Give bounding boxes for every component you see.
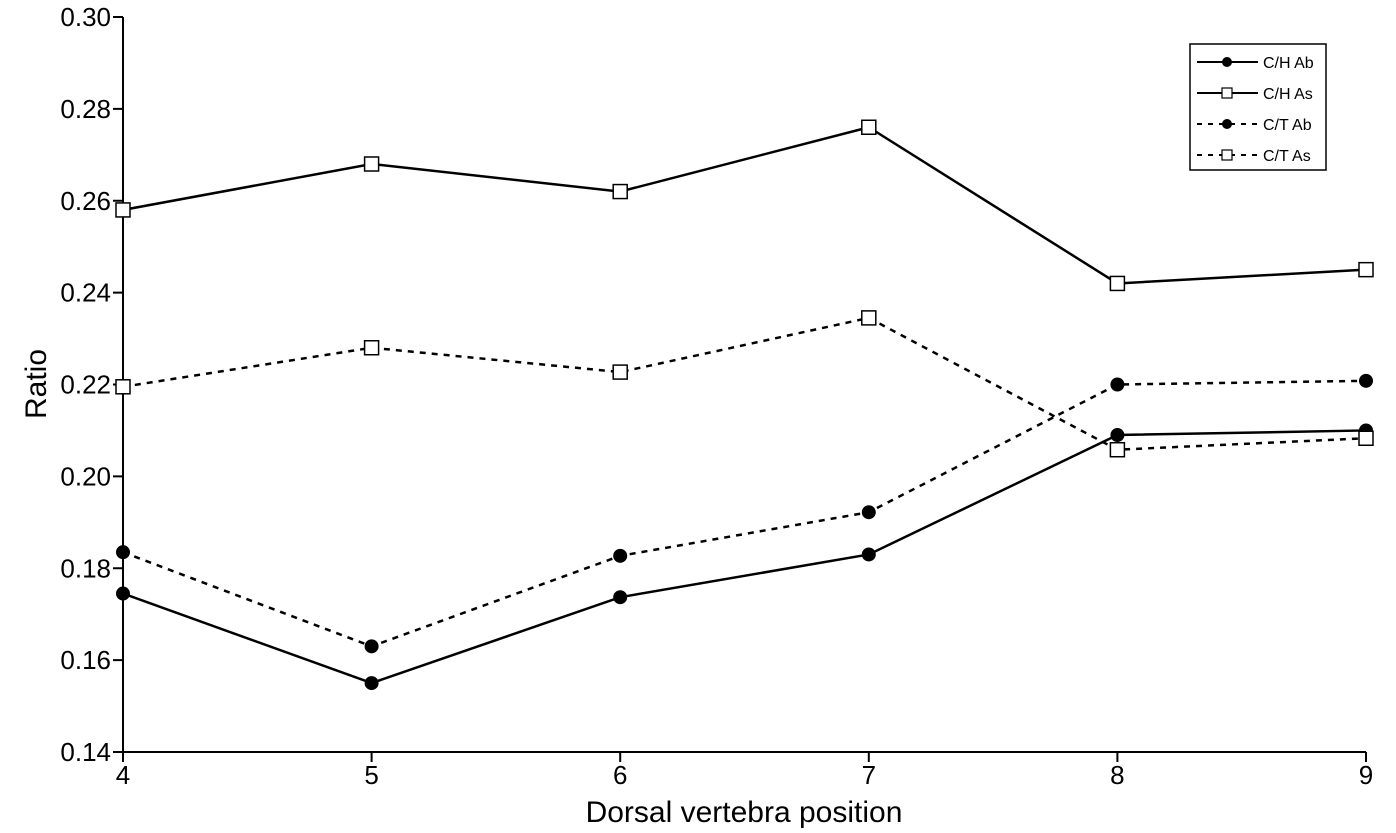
data-point (613, 548, 628, 563)
data-point (1359, 373, 1373, 388)
y-tick-label: 0.20 (60, 461, 111, 491)
legend: C/H Ab C/H As C/T Ab C/T As (1189, 43, 1327, 171)
data-point (1110, 428, 1125, 443)
data-point (1109, 441, 1126, 458)
series-0 (116, 423, 1373, 691)
x-tick-label: 6 (613, 760, 627, 790)
legend-item: C/T Ab (1197, 117, 1312, 134)
data-point (115, 379, 131, 395)
data-point (115, 202, 131, 218)
y-tick-label: 0.24 (60, 278, 111, 308)
series-line (122, 316, 1367, 451)
y-tick-label: 0.30 (60, 2, 111, 32)
series-2 (116, 373, 1373, 654)
data-point (861, 505, 876, 520)
legend-marker (1222, 119, 1232, 129)
legend-item: C/H As (1197, 86, 1313, 103)
legend-label: C/H Ab (1263, 55, 1314, 72)
legend-item: C/T As (1197, 148, 1311, 165)
data-point (116, 586, 130, 601)
series-line (122, 125, 1367, 285)
data-point (1110, 377, 1125, 392)
y-tick-label: 0.16 (60, 645, 111, 675)
y-tick-label: 0.26 (60, 186, 111, 216)
y-ticks: 0.14 0.16 0.18 0.20 0.22 0.24 0.26 0.28 0.30 (60, 2, 123, 767)
data-point (116, 545, 130, 560)
x-tick-label: 7 (862, 760, 876, 790)
data-point (861, 310, 877, 326)
legend-label: C/T Ab (1263, 117, 1312, 134)
data-point (364, 639, 379, 654)
data-point (363, 156, 380, 172)
series-line (122, 429, 1367, 685)
data-point (364, 676, 379, 691)
series-layer (115, 119, 1374, 691)
y-axis-title: Ratio (20, 349, 53, 419)
data-point (363, 340, 380, 356)
legend-box (1189, 43, 1327, 171)
legend-item: C/H Ab (1197, 55, 1314, 72)
legend-marker (1221, 87, 1233, 99)
legend-label: C/T As (1263, 148, 1311, 165)
x-tick-label: 5 (364, 760, 378, 790)
x-ticks: 4 5 6 7 8 9 (116, 752, 1373, 790)
data-point (861, 547, 876, 562)
series-1 (115, 119, 1374, 292)
x-tick-label: 9 (1359, 760, 1373, 790)
data-point (612, 183, 628, 200)
data-point (1358, 430, 1374, 446)
data-point (861, 119, 877, 135)
y-tick-label: 0.14 (60, 737, 111, 767)
y-tick-label: 0.18 (60, 553, 111, 583)
data-point (1358, 261, 1374, 278)
data-point (613, 590, 628, 605)
y-tick-label: 0.28 (60, 94, 111, 124)
axes: 0.14 0.16 0.18 0.20 0.22 0.24 0.26 0.28 0.30 4 5 6… (60, 2, 1373, 790)
legend-marker (1221, 149, 1233, 161)
data-point (612, 364, 628, 380)
series-line (122, 379, 1367, 648)
data-point (1109, 275, 1126, 292)
series-3 (115, 310, 1374, 458)
y-tick-label: 0.22 (60, 370, 111, 400)
x-tick-label: 4 (116, 760, 130, 790)
legend-label: C/H As (1263, 86, 1313, 103)
legend-marker (1222, 57, 1232, 67)
x-axis-title: Dorsal vertebra position (586, 796, 903, 829)
x-tick-label: 8 (1110, 760, 1124, 790)
